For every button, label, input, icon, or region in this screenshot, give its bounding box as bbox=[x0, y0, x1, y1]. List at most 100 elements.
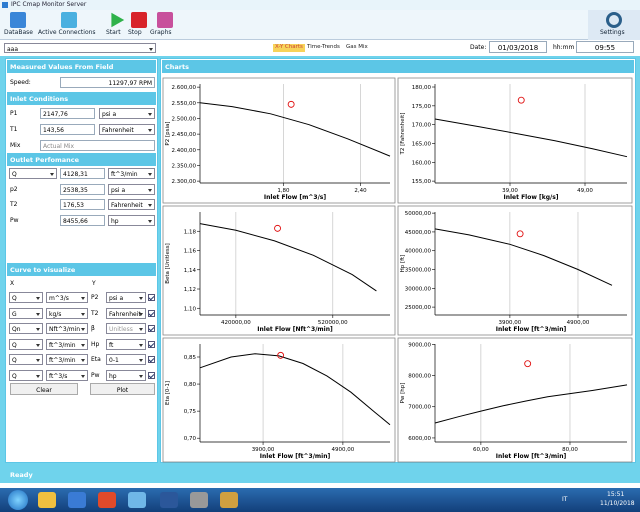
section-header: Charts bbox=[162, 60, 634, 73]
unit-dropdown[interactable]: psi a bbox=[108, 183, 155, 195]
taskbar-icon[interactable] bbox=[220, 492, 238, 508]
toolbar-icon bbox=[131, 12, 147, 28]
tray-date: 11/10/2018 bbox=[600, 500, 635, 507]
section-header: Curve to visualize bbox=[7, 263, 156, 276]
x-dropdown[interactable]: G bbox=[9, 307, 43, 319]
label: p2 bbox=[10, 185, 18, 193]
tray-time: 15:51 bbox=[607, 491, 625, 498]
checkbox[interactable] bbox=[148, 371, 155, 379]
checkbox[interactable] bbox=[148, 356, 155, 363]
title-bar bbox=[0, 0, 640, 10]
tab[interactable]: X-Y Charts bbox=[273, 44, 305, 52]
toolbar-icon bbox=[61, 12, 77, 28]
y-unit-dropdown[interactable]: hp bbox=[106, 369, 146, 381]
options-row bbox=[0, 40, 640, 56]
y-label: Hp bbox=[91, 340, 100, 348]
toolbar bbox=[0, 10, 640, 40]
x-dropdown[interactable]: Q bbox=[9, 338, 43, 350]
app-icon bbox=[2, 2, 8, 8]
start-orb[interactable] bbox=[8, 490, 28, 510]
label: Speed: bbox=[10, 79, 31, 86]
unit-dropdown[interactable]: psi a bbox=[99, 108, 155, 119]
y-unit-dropdown[interactable]: 0-1 bbox=[106, 354, 146, 365]
label: Mix bbox=[10, 142, 21, 149]
y-unit-dropdown[interactable]: Fahrenheit bbox=[106, 307, 146, 319]
charts-panel bbox=[160, 58, 636, 463]
y-label: β bbox=[91, 325, 95, 332]
x-dropdown[interactable]: Q bbox=[9, 354, 43, 365]
section-header: Outlet Perfomance bbox=[7, 153, 156, 166]
time-label: hh:mm bbox=[553, 44, 575, 51]
value-field: Actual Mix bbox=[40, 140, 155, 151]
taskbar-icon[interactable] bbox=[98, 492, 116, 508]
toolbar-button[interactable]: Graphs bbox=[150, 29, 172, 36]
x-dropdown[interactable]: Q bbox=[9, 369, 43, 381]
tab[interactable]: Time-Trends bbox=[307, 44, 340, 50]
y-label: Eta bbox=[91, 356, 101, 363]
toolbar-button[interactable]: Active Connections bbox=[38, 29, 96, 36]
label: T2 bbox=[10, 201, 18, 208]
value-field: 11297,97 RPM bbox=[60, 77, 155, 88]
value-field: 143,56 bbox=[40, 124, 95, 135]
y-unit-dropdown[interactable]: ft bbox=[106, 338, 146, 350]
x-unit-dropdown[interactable]: ft^3/min bbox=[46, 354, 88, 365]
settings-button[interactable]: Settings bbox=[600, 29, 625, 36]
y-label: T2 bbox=[91, 309, 99, 317]
value-field: 2147,76 bbox=[40, 108, 95, 119]
label: X bbox=[10, 280, 15, 287]
quantity-dropdown[interactable]: Q bbox=[9, 168, 57, 179]
checkbox[interactable] bbox=[148, 325, 155, 332]
date-field: 01/03/2018 bbox=[489, 41, 547, 53]
checkbox[interactable] bbox=[148, 294, 155, 301]
status-text: Ready bbox=[10, 471, 33, 479]
checkbox[interactable] bbox=[148, 340, 155, 348]
x-unit-dropdown[interactable]: ft^3/s bbox=[46, 369, 88, 381]
unit-dropdown[interactable]: hp bbox=[108, 214, 155, 226]
window-title: IPC Cmap Monitor Server bbox=[11, 1, 87, 8]
checkbox[interactable] bbox=[148, 309, 155, 317]
x-unit-dropdown[interactable]: ft^3/min bbox=[46, 338, 88, 350]
tab[interactable]: Gas Mix bbox=[346, 44, 368, 50]
taskbar-icon[interactable] bbox=[160, 492, 178, 508]
label: T1 bbox=[10, 126, 18, 133]
label: Pw bbox=[10, 216, 19, 224]
selector[interactable]: aaa bbox=[4, 43, 156, 53]
unit-dropdown[interactable]: ft^3/min bbox=[108, 168, 155, 179]
label: P1 bbox=[10, 110, 18, 117]
section-header: Inlet Conditions bbox=[7, 92, 156, 105]
toolbar-button[interactable]: Stop bbox=[128, 29, 142, 36]
label: Y bbox=[92, 280, 96, 287]
toolbar-icon bbox=[10, 12, 26, 28]
taskbar bbox=[0, 488, 640, 512]
tray-language: IT bbox=[562, 496, 568, 503]
status-strip bbox=[0, 483, 640, 488]
toolbar-button[interactable]: Start bbox=[106, 29, 121, 36]
taskbar-icon[interactable] bbox=[128, 492, 146, 508]
toolbar-button[interactable]: DataBase bbox=[4, 29, 33, 36]
y-unit-dropdown[interactable]: psi a bbox=[106, 292, 146, 303]
clear-button[interactable]: Clear bbox=[10, 383, 78, 395]
x-dropdown[interactable]: Qn bbox=[9, 323, 43, 334]
x-unit-dropdown[interactable]: Nft^3/min bbox=[46, 323, 88, 334]
unit-dropdown[interactable]: Fahrenheit bbox=[99, 124, 155, 135]
value-field: 176,53 bbox=[60, 199, 105, 210]
unit-dropdown[interactable]: Fahrenheit bbox=[108, 199, 155, 210]
value-field: 4128,31 bbox=[60, 168, 105, 179]
section-header: Measured Values From Field bbox=[7, 60, 156, 73]
x-dropdown[interactable]: Q bbox=[9, 292, 43, 303]
taskbar-icon[interactable] bbox=[68, 492, 86, 508]
y-unit-dropdown[interactable]: Unitless bbox=[106, 323, 146, 334]
toolbar-icon bbox=[157, 12, 173, 28]
x-unit-dropdown[interactable]: kg/s bbox=[46, 307, 88, 319]
y-label: Pw bbox=[91, 371, 100, 379]
taskbar-icon[interactable] bbox=[190, 492, 208, 508]
x-unit-dropdown[interactable]: m^3/s bbox=[46, 292, 88, 303]
plot-button[interactable]: Plot bbox=[90, 383, 155, 395]
value-field: 2538,35 bbox=[60, 183, 105, 195]
taskbar-icon[interactable] bbox=[38, 492, 56, 508]
settings-icon bbox=[606, 12, 622, 28]
y-label: P2 bbox=[91, 294, 99, 301]
value-field: 8455,66 bbox=[60, 214, 105, 226]
date-label: Date: bbox=[470, 44, 487, 51]
